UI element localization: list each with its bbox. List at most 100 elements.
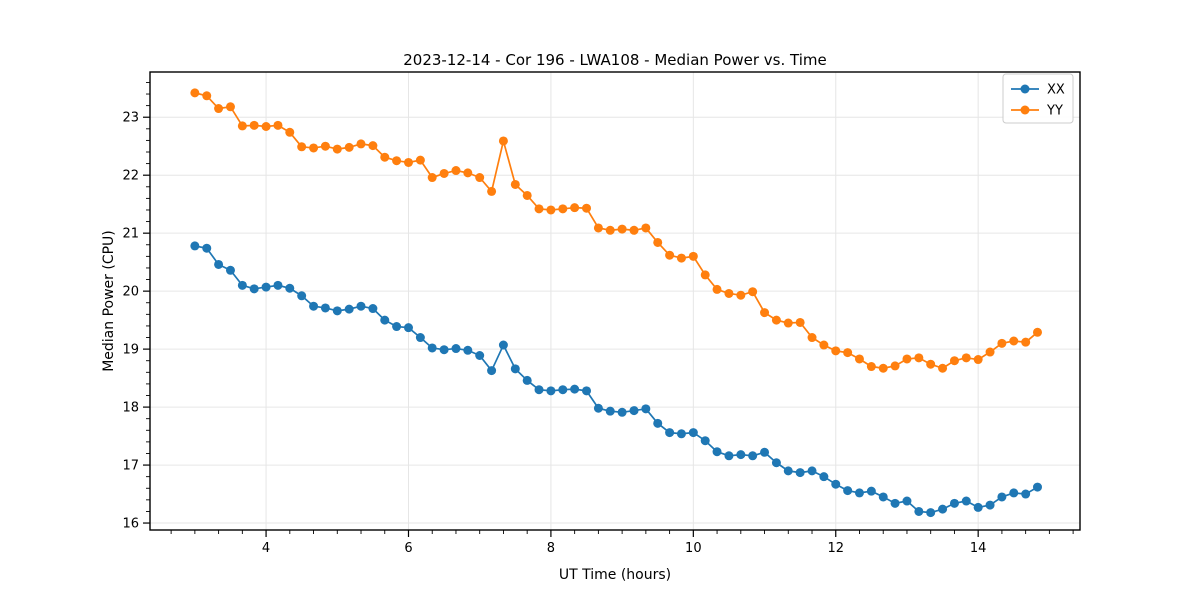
- data-point: [676, 429, 686, 439]
- data-point: [439, 345, 449, 355]
- data-point: [593, 223, 603, 233]
- data-point: [320, 141, 330, 151]
- data-point: [225, 102, 235, 112]
- data-point: [712, 284, 722, 294]
- data-point: [688, 251, 698, 261]
- data-point: [498, 340, 508, 350]
- data-point: [558, 204, 568, 214]
- data-point: [309, 301, 319, 311]
- series-xx-markers: [190, 241, 1042, 518]
- legend-label-yy: YY: [1046, 104, 1063, 119]
- data-point: [368, 304, 378, 314]
- data-point: [700, 436, 710, 446]
- data-point: [190, 88, 200, 98]
- data-point: [783, 318, 793, 328]
- y-axis-label: Median Power (CPU): [101, 230, 117, 372]
- data-point: [237, 280, 247, 290]
- series-yy-line: [194, 92, 1039, 370]
- data-point: [214, 104, 224, 114]
- data-point: [249, 120, 259, 130]
- data-point: [902, 354, 912, 364]
- series-yy-markers: [190, 88, 1042, 373]
- y-tick-label: 23: [122, 111, 139, 126]
- data-point: [629, 406, 639, 416]
- data-point: [510, 364, 520, 374]
- data-point: [356, 301, 366, 311]
- data-point: [214, 259, 224, 269]
- data-point: [783, 466, 793, 476]
- data-point: [510, 179, 520, 189]
- data-point: [356, 139, 366, 149]
- data-point: [285, 283, 295, 293]
- data-point: [439, 168, 449, 178]
- data-point: [546, 205, 556, 215]
- data-point: [415, 155, 425, 165]
- data-point: [190, 241, 200, 251]
- data-point: [997, 338, 1007, 348]
- data-point: [403, 323, 413, 333]
- legend-label-xx: XX: [1047, 83, 1065, 98]
- data-point: [760, 308, 770, 318]
- data-point: [760, 447, 770, 457]
- x-tick-label: 8: [547, 541, 555, 556]
- data-point: [237, 121, 247, 131]
- data-point: [344, 304, 354, 314]
- data-point: [225, 265, 235, 275]
- data-point: [320, 303, 330, 313]
- data-point: [534, 204, 544, 214]
- x-tick-label: 12: [827, 541, 844, 556]
- data-point: [771, 315, 781, 325]
- data-series: [190, 88, 1042, 518]
- data-point: [427, 343, 437, 353]
- data-point: [1009, 488, 1019, 498]
- data-point: [380, 152, 390, 162]
- data-point: [878, 492, 888, 502]
- plot-border: [149, 71, 1081, 531]
- data-point: [1009, 336, 1019, 346]
- data-point: [202, 243, 212, 253]
- data-point: [724, 451, 734, 461]
- data-point: [570, 384, 580, 394]
- data-point: [831, 479, 841, 489]
- data-point: [748, 287, 758, 297]
- data-point: [890, 361, 900, 371]
- y-tick-label: 17: [122, 459, 139, 474]
- data-point: [273, 120, 283, 130]
- data-point: [1021, 489, 1031, 499]
- legend-marker: [1020, 105, 1030, 115]
- data-point: [582, 386, 592, 396]
- data-point: [973, 355, 983, 365]
- axis-ticks: [143, 81, 1074, 537]
- data-point: [475, 173, 485, 183]
- data-point: [926, 508, 936, 518]
- data-point: [926, 359, 936, 369]
- data-point: [641, 404, 651, 414]
- data-point: [570, 203, 580, 213]
- data-point: [522, 375, 532, 385]
- y-tick-label: 20: [122, 285, 139, 300]
- data-point: [463, 168, 473, 178]
- data-point: [807, 333, 817, 343]
- y-tick-label: 21: [122, 227, 139, 242]
- data-point: [332, 144, 342, 154]
- data-point: [617, 224, 627, 234]
- data-point: [902, 496, 912, 506]
- data-point: [285, 127, 295, 137]
- data-point: [582, 203, 592, 213]
- data-point: [487, 366, 497, 376]
- data-point: [938, 363, 948, 373]
- x-tick-label: 6: [404, 541, 412, 556]
- data-point: [795, 317, 805, 327]
- x-tick-label: 4: [262, 541, 270, 556]
- data-point: [795, 468, 805, 478]
- data-point: [878, 363, 888, 373]
- data-point: [819, 472, 829, 482]
- data-point: [427, 173, 437, 183]
- data-point: [938, 504, 948, 514]
- data-point: [593, 403, 603, 413]
- y-tick-label: 18: [122, 401, 139, 416]
- y-tick-label: 22: [122, 169, 139, 184]
- data-point: [1032, 482, 1042, 492]
- series-xx-line: [194, 245, 1038, 514]
